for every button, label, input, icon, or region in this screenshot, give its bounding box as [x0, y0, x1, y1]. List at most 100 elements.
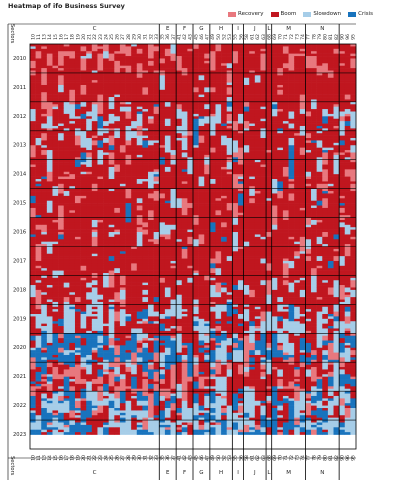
heatmap-cell [103, 142, 109, 146]
heatmap-cell [142, 89, 149, 93]
heatmap-cell [35, 159, 42, 163]
heatmap-cell [119, 280, 126, 283]
heatmap-cell [30, 289, 36, 293]
heatmap-cell [198, 314, 205, 317]
heatmap-cell [41, 371, 48, 375]
heatmap-cell [114, 77, 121, 81]
heatmap-cell [69, 280, 76, 283]
heatmap-cell [35, 393, 42, 397]
heatmap-cell [46, 340, 53, 344]
heatmap-cell [170, 94, 177, 98]
heatmap-cell [114, 123, 121, 127]
heatmap-cell [58, 44, 65, 47]
heatmap-cell [35, 379, 42, 382]
heatmap-cell [69, 171, 76, 175]
heatmap-cell [86, 388, 93, 392]
heatmap-cell [187, 217, 194, 221]
heatmap-cell [142, 239, 149, 242]
heatmap-cell [114, 186, 121, 189]
heatmap-cell [114, 328, 121, 332]
heatmap-cell [86, 345, 93, 349]
heatmap-cell [63, 176, 70, 180]
heatmap-cell [119, 350, 126, 353]
heatmap-cell [97, 212, 104, 216]
heatmap-cell [114, 234, 121, 238]
heatmap-cell [136, 352, 143, 356]
heatmap-cell [97, 244, 104, 247]
heatmap-cell [74, 72, 81, 76]
heatmap-cell [153, 97, 160, 100]
heatmap-cell [86, 309, 93, 312]
heatmap-cell [63, 51, 70, 54]
heatmap-cell [114, 203, 121, 206]
heatmap-cell [136, 234, 143, 238]
heatmap-cell [187, 369, 194, 373]
heatmap-cell [63, 70, 70, 74]
heatmap-cell [114, 297, 121, 300]
heatmap-cell [164, 338, 171, 341]
heatmap-cell [30, 408, 36, 411]
heatmap-cell [41, 75, 48, 79]
heatmap-cell [198, 270, 205, 274]
heatmap-cell [136, 236, 143, 240]
heatmap-cell [103, 157, 109, 161]
heatmap-cell [69, 357, 76, 361]
heatmap-cell [159, 275, 166, 279]
heatmap-cell [58, 58, 65, 62]
heatmap-cell [148, 405, 154, 409]
heatmap-cell [91, 179, 98, 182]
heatmap-cell [63, 395, 70, 399]
heatmap-cell [136, 97, 143, 100]
heatmap-cell [176, 116, 183, 120]
heatmap-cell [164, 400, 171, 404]
heatmap-cell [131, 354, 138, 358]
heatmap-cell [46, 393, 53, 397]
heatmap-cell [136, 171, 143, 175]
heatmap-cell [91, 424, 98, 428]
heatmap-cell [80, 72, 87, 76]
legend-item-slowdown: Slowdown [303, 11, 341, 17]
heatmap-cell [193, 113, 199, 117]
heatmap-cell [30, 367, 36, 370]
heatmap-cell [52, 260, 59, 264]
heatmap-cell [176, 383, 183, 387]
heatmap-cell [176, 424, 183, 428]
heatmap-cell [114, 147, 121, 151]
heatmap-cell [58, 130, 65, 134]
heatmap-cell [58, 60, 65, 64]
heatmap-cell [187, 60, 194, 64]
heatmap-cell [69, 248, 76, 252]
heatmap-cell [114, 427, 121, 431]
heatmap-cell [181, 68, 188, 71]
heatmap-cell [52, 256, 59, 259]
heatmap-cell [164, 326, 171, 329]
heatmap-cell [136, 263, 143, 267]
heatmap-cell [74, 265, 81, 269]
heatmap-cell [119, 239, 126, 242]
heatmap-cell [41, 121, 48, 124]
heatmap-cell [97, 159, 104, 163]
heatmap-cell [170, 183, 177, 187]
heatmap-cell [159, 116, 166, 120]
heatmap-cell [142, 253, 149, 257]
heatmap-cell [46, 142, 53, 146]
heatmap-cell [58, 154, 65, 158]
heatmap-cell [35, 311, 42, 315]
heatmap-cell [74, 84, 81, 88]
heatmap-cell [187, 82, 194, 86]
heatmap-cell [80, 169, 87, 173]
heatmap-cell [58, 301, 65, 305]
heatmap-cell [86, 395, 93, 399]
heatmap-cell [41, 275, 48, 279]
heatmap-cell [91, 92, 98, 95]
heatmap-cell [86, 101, 93, 105]
heatmap-cell [74, 260, 81, 264]
heatmap-cell [114, 417, 121, 421]
heatmap-cell [131, 191, 138, 194]
heatmap-cell [41, 203, 48, 206]
heatmap-cell [108, 333, 115, 336]
heatmap-cell [91, 379, 98, 382]
heatmap-cell [86, 304, 93, 308]
heatmap-cell [80, 150, 87, 153]
heatmap-cell [103, 347, 109, 351]
